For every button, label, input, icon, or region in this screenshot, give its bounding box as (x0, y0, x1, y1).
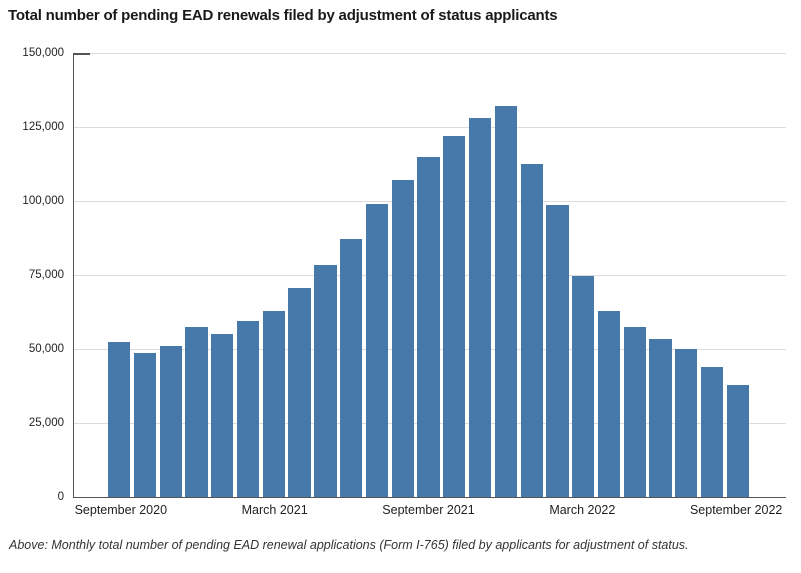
chart-caption: Above: Monthly total number of pending E… (9, 538, 689, 552)
x-axis-tick-label: March 2021 (241, 503, 308, 517)
y-axis-tick-label: 75,000 (28, 269, 64, 281)
bar (133, 353, 157, 497)
gridline (74, 53, 786, 54)
y-axis-tick-label: 125,000 (22, 120, 64, 133)
bar (236, 320, 260, 497)
top-axis-cap (74, 53, 90, 55)
bar (185, 326, 208, 497)
bar (417, 156, 440, 497)
bar (597, 310, 621, 497)
bar (159, 346, 182, 497)
bar (211, 334, 234, 497)
y-axis-tick-label: 0 (57, 491, 64, 503)
x-axis-tick-label: September 2020 (74, 503, 168, 517)
bar (468, 118, 492, 497)
x-axis-tick-label: March 2022 (549, 503, 616, 517)
bar (314, 264, 337, 497)
bar (262, 310, 285, 497)
y-axis-tick-label: 50,000 (28, 342, 64, 355)
chart-title: Total number of pending EAD renewals fil… (8, 7, 558, 24)
bar (340, 239, 363, 497)
plot-area: 0 25,000 50,000 75,000 100,000 125,000 150,000… (22, 47, 786, 517)
y-axis-tick-label: 25,000 (28, 417, 64, 429)
y-axis-tick-label: 100,000 (22, 194, 64, 207)
bar (494, 106, 517, 497)
bar (546, 205, 569, 497)
bar (365, 203, 389, 497)
x-axis-tick-label: September 2022 (689, 503, 783, 517)
bars-group: September 2020 March 2021 September 2021 Ma… (75, 53, 782, 517)
bar (572, 276, 595, 497)
bar (443, 135, 466, 497)
bar (288, 288, 311, 497)
bar (108, 341, 131, 497)
bar (623, 326, 646, 497)
bar (649, 338, 672, 497)
bar (391, 180, 414, 497)
x-axis-tick-label: September 2021 (382, 503, 475, 517)
bar (726, 384, 750, 497)
bar (675, 349, 698, 497)
bar (520, 164, 543, 497)
bar (700, 366, 724, 497)
y-axis-tick-label: 150,000 (22, 47, 64, 59)
gridline (74, 126, 786, 128)
